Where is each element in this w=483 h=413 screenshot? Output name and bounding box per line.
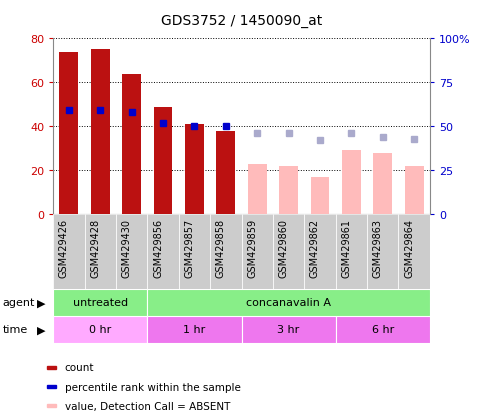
Bar bbox=[373, 153, 392, 215]
Text: GDS3752 / 1450090_at: GDS3752 / 1450090_at bbox=[161, 14, 322, 28]
Bar bbox=[248, 164, 267, 215]
Bar bbox=[216, 131, 235, 215]
Bar bbox=[116, 215, 147, 289]
Text: value, Detection Call = ABSENT: value, Detection Call = ABSENT bbox=[65, 401, 230, 411]
Text: GSM429858: GSM429858 bbox=[216, 218, 226, 278]
Bar bbox=[279, 166, 298, 215]
Bar bbox=[185, 125, 204, 215]
Bar bbox=[336, 316, 430, 343]
Text: GSM429430: GSM429430 bbox=[122, 218, 131, 278]
Bar bbox=[405, 166, 424, 215]
Bar bbox=[47, 404, 56, 407]
Text: 1 hr: 1 hr bbox=[183, 324, 206, 335]
Bar bbox=[304, 215, 336, 289]
Bar bbox=[47, 366, 56, 369]
Bar bbox=[122, 74, 141, 215]
Text: GSM429861: GSM429861 bbox=[341, 218, 352, 278]
Text: time: time bbox=[2, 324, 28, 335]
Bar bbox=[242, 316, 336, 343]
Text: 3 hr: 3 hr bbox=[277, 324, 300, 335]
Bar bbox=[398, 215, 430, 289]
Text: percentile rank within the sample: percentile rank within the sample bbox=[65, 382, 241, 392]
Bar bbox=[210, 215, 242, 289]
Bar bbox=[147, 289, 430, 316]
Text: GSM429856: GSM429856 bbox=[153, 218, 163, 278]
Bar bbox=[179, 215, 210, 289]
Bar bbox=[242, 215, 273, 289]
Bar bbox=[367, 215, 398, 289]
Bar bbox=[59, 52, 78, 215]
Bar bbox=[147, 316, 242, 343]
Bar bbox=[53, 316, 147, 343]
Bar bbox=[154, 107, 172, 215]
Text: agent: agent bbox=[2, 297, 35, 308]
Text: ▶: ▶ bbox=[37, 297, 45, 308]
Text: GSM429862: GSM429862 bbox=[310, 218, 320, 278]
Text: GSM429428: GSM429428 bbox=[90, 218, 100, 278]
Text: GSM429426: GSM429426 bbox=[59, 218, 69, 278]
Bar bbox=[311, 178, 329, 215]
Text: GSM429864: GSM429864 bbox=[404, 218, 414, 278]
Text: GSM429863: GSM429863 bbox=[373, 218, 383, 278]
Text: GSM429860: GSM429860 bbox=[279, 218, 289, 278]
Text: GSM429857: GSM429857 bbox=[185, 218, 194, 278]
Bar bbox=[85, 215, 116, 289]
Text: untreated: untreated bbox=[72, 297, 128, 308]
Bar bbox=[342, 151, 361, 215]
Text: concanavalin A: concanavalin A bbox=[246, 297, 331, 308]
Bar bbox=[147, 215, 179, 289]
Bar bbox=[47, 385, 56, 388]
Text: 0 hr: 0 hr bbox=[89, 324, 112, 335]
Bar bbox=[336, 215, 367, 289]
Bar bbox=[91, 50, 110, 215]
Text: 6 hr: 6 hr bbox=[371, 324, 394, 335]
Text: GSM429859: GSM429859 bbox=[247, 218, 257, 278]
Text: ▶: ▶ bbox=[37, 324, 45, 335]
Bar bbox=[53, 289, 147, 316]
Text: count: count bbox=[65, 363, 94, 373]
Bar bbox=[273, 215, 304, 289]
Bar bbox=[53, 215, 85, 289]
